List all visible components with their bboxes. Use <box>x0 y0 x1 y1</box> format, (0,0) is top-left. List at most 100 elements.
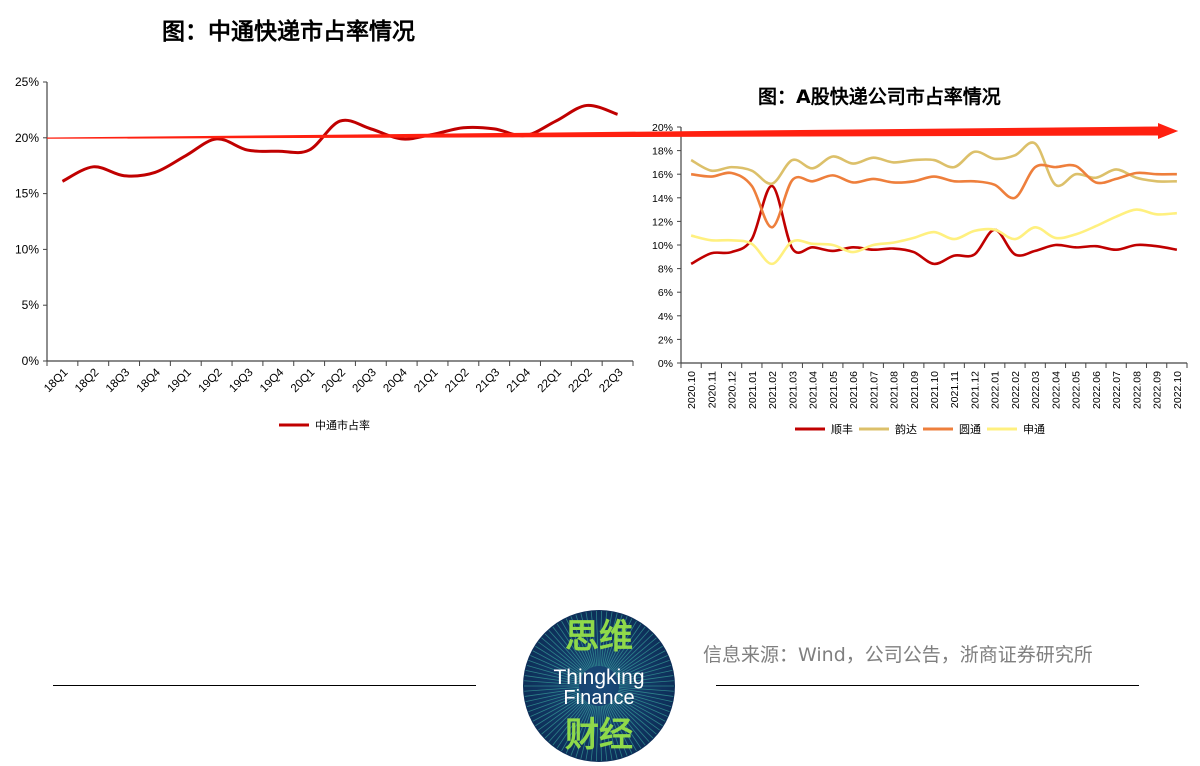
x-tick-label: 2021.02 <box>767 371 779 409</box>
x-tick-label: 21Q2 <box>443 367 471 395</box>
logo-ray <box>609 623 642 670</box>
logo-ray <box>614 641 660 675</box>
series-line-顺丰 <box>690 184 1178 266</box>
x-tick-label: 2022.07 <box>1111 371 1123 409</box>
logo-ray <box>565 703 591 754</box>
logo-ray <box>580 613 595 667</box>
logo-ray <box>603 613 618 667</box>
logo-text-finance: Finance <box>563 687 634 709</box>
x-tick-label: 2021.11 <box>949 371 961 408</box>
logo-ray <box>590 705 598 761</box>
x-tick-label: 2021.08 <box>889 371 901 409</box>
logo-ray <box>552 701 588 746</box>
x-tick-label: 18Q1 <box>42 367 70 395</box>
logo-ray <box>607 618 633 669</box>
x-tick-label: 20Q4 <box>381 366 410 395</box>
logo-ray <box>618 686 674 692</box>
x-tick-label: 2020.11 <box>706 371 718 408</box>
logo-ray <box>617 693 668 717</box>
thinking-finance-logo: 思维 Thingking Finance 财经 <box>523 610 675 762</box>
logo-text-cn-bottom: 财经 <box>565 716 633 754</box>
legend-item-中通市占率: 中通市占率 <box>279 418 370 432</box>
x-tick-label: 2022.08 <box>1131 371 1143 409</box>
logo-ray <box>618 675 674 684</box>
logo-ray <box>590 611 598 667</box>
logo-ray <box>602 705 613 760</box>
x-tick-label: 2022.06 <box>1091 371 1103 409</box>
logo-ray <box>525 689 580 702</box>
logo-ray <box>524 680 580 686</box>
x-tick-label: 19Q2 <box>196 367 224 395</box>
logo-ray <box>548 629 586 672</box>
logo-ray <box>610 701 646 746</box>
logo-ray <box>570 704 592 756</box>
logo-ray <box>600 705 608 761</box>
arrow-body <box>47 126 1160 139</box>
x-tick-label: 22Q2 <box>566 367 594 395</box>
logo-ray <box>570 616 592 668</box>
logo-ray <box>585 612 596 667</box>
legend-item-顺丰: 顺丰 <box>795 423 853 436</box>
x-tick-label: 18Q4 <box>135 366 164 395</box>
y-tick-label: 20% <box>652 122 673 134</box>
legend-item-韵达: 韵达 <box>859 422 917 436</box>
y-tick-label: 10% <box>652 240 673 252</box>
logo-ray <box>614 637 657 674</box>
trend-arrow <box>47 123 1178 139</box>
logo-ray <box>616 695 666 722</box>
logo-ray <box>565 618 591 669</box>
logo-ray <box>530 655 581 679</box>
x-tick-label: 2021.06 <box>848 371 860 409</box>
y-tick-label: 6% <box>658 287 673 299</box>
logo-ray <box>618 691 672 708</box>
logo-ray <box>535 696 583 727</box>
logo-text-thingking: Thingking <box>553 666 644 689</box>
logo-ray <box>606 616 628 668</box>
logo-ray <box>575 704 594 758</box>
logo-ray <box>602 612 613 667</box>
x-tick-label: 2020.10 <box>686 371 698 409</box>
y-tick-label: 8% <box>658 264 673 276</box>
y-tick-label: 0% <box>22 354 40 368</box>
x-tick-label: 2022.01 <box>990 371 1002 409</box>
logo-ray <box>604 704 623 758</box>
logo-ray <box>617 692 670 713</box>
logo-ray <box>608 620 637 669</box>
legend-item-申通: 申通 <box>987 423 1045 436</box>
logo-ray <box>530 693 581 717</box>
y-tick-label: 4% <box>658 311 673 323</box>
logo-ray <box>585 705 596 760</box>
logo-ray <box>541 698 584 735</box>
x-tick-label: 2022.05 <box>1071 371 1083 409</box>
logo-ray <box>541 637 584 674</box>
logo-ray <box>548 700 586 743</box>
logo-ray <box>556 702 589 749</box>
y-tick-label: 2% <box>658 334 673 346</box>
logo-ray <box>538 641 584 675</box>
legend-label: 顺丰 <box>831 423 853 436</box>
source-note: 信息来源：Wind，公司公告，浙商证券研究所 <box>703 644 1093 666</box>
logo-ray <box>552 626 588 671</box>
y-tick-label: 25% <box>15 75 39 89</box>
logo-ray <box>618 688 674 697</box>
logo-ray <box>618 689 673 702</box>
chart-0: 0% 5% 10% 15% 20% 25% 18Q1 18Q2 18Q3 18Q4 19Q1 19Q2… <box>15 75 634 432</box>
legend-label: 中通市占率 <box>315 418 370 432</box>
logo-ray <box>599 611 603 667</box>
x-tick-label: 2021.07 <box>868 371 880 409</box>
left-chart-title: 图：中通快递市占率情况 <box>162 19 415 45</box>
legend-label: 申通 <box>1023 423 1045 436</box>
x-tick-label: 2022.03 <box>1030 371 1042 409</box>
logo-ray <box>615 645 663 676</box>
logo-ray <box>524 686 580 692</box>
logo-ray <box>609 702 642 749</box>
logo-ray <box>599 705 603 761</box>
logo-ray <box>544 633 585 673</box>
logo-ray <box>603 705 618 759</box>
logo-ray <box>526 691 580 708</box>
logo-ray <box>525 670 580 683</box>
logo-ray <box>532 650 582 677</box>
y-tick-label: 18% <box>652 146 673 158</box>
x-tick-label: 18Q3 <box>104 367 132 395</box>
